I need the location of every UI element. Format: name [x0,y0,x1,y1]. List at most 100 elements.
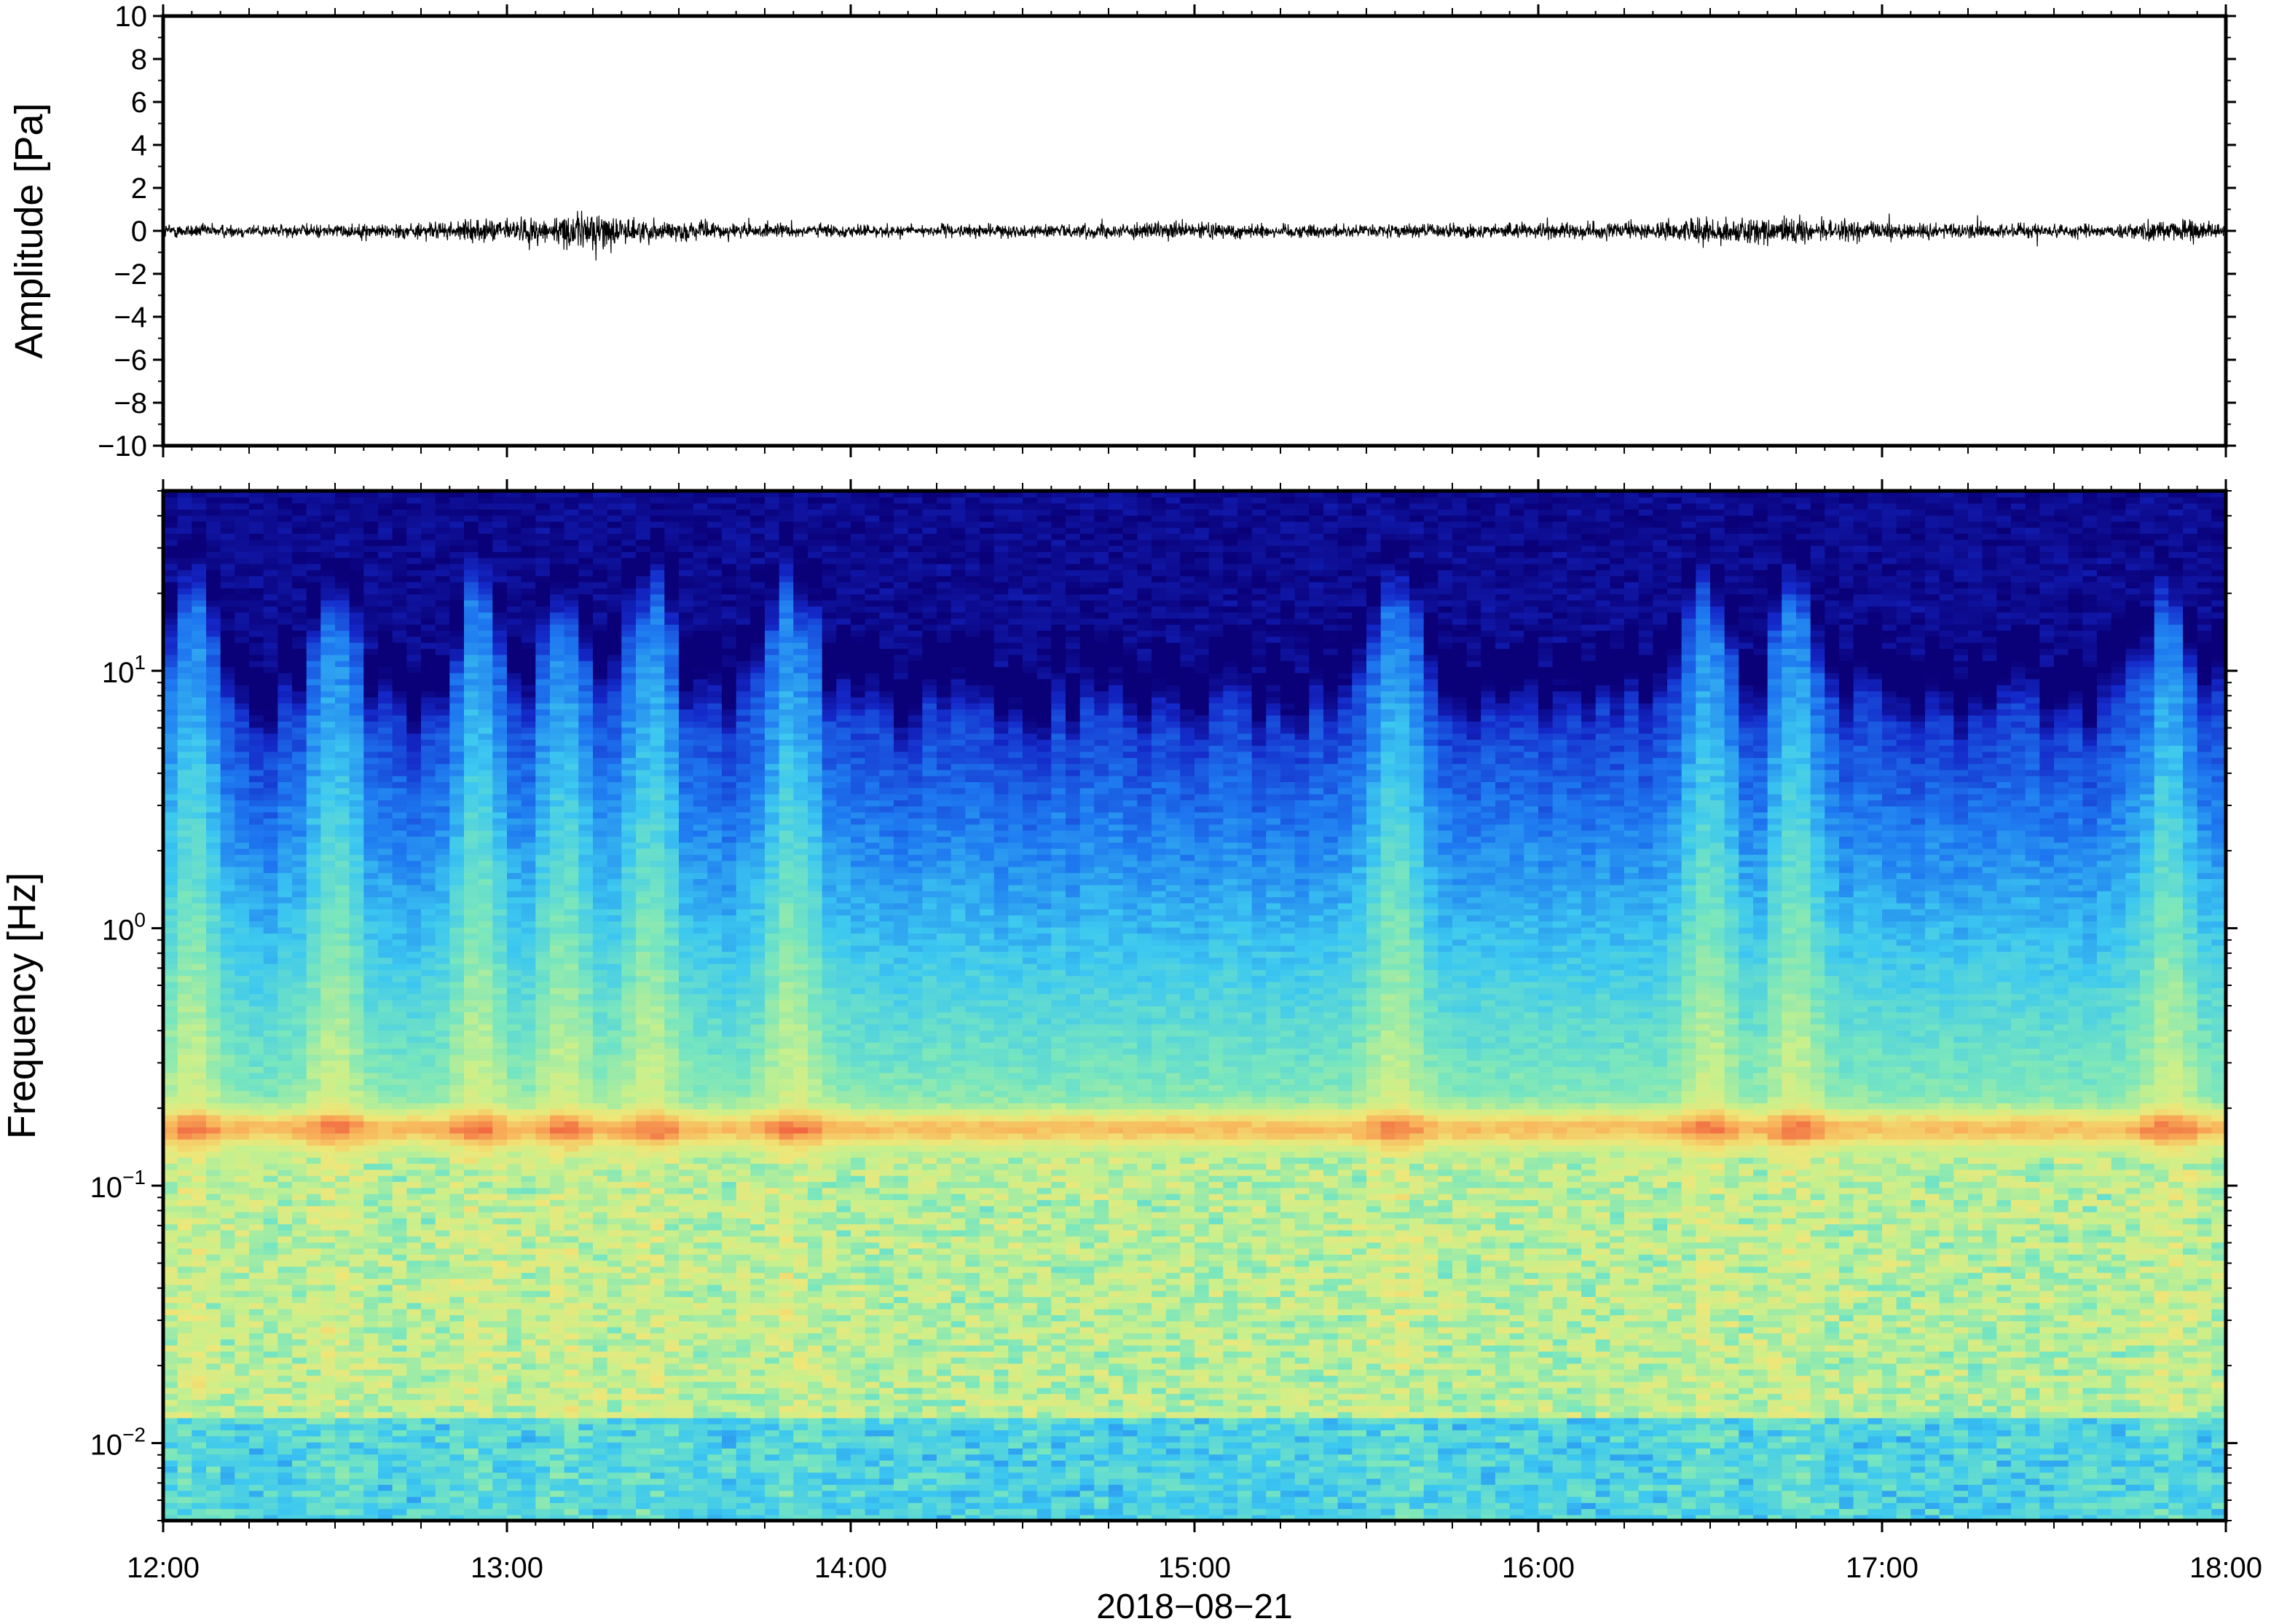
spectrogram-cell [235,842,250,848]
spectrogram-cell [507,1314,522,1321]
spectrogram-cell [464,1418,479,1424]
spectrogram-cell [350,812,365,819]
spectrogram-cell [221,1290,236,1297]
spectrogram-cell [235,624,250,631]
spectrogram-cell [178,854,193,861]
spectrogram-cell [320,1121,336,1127]
spectrogram-cell [421,988,436,994]
spectrogram-cell [307,697,322,703]
spectrogram-cell [507,927,522,934]
spectrogram-cell [206,612,221,618]
spectrogram-cell [464,733,479,740]
spectrogram-cell [436,515,451,521]
spectrogram-cell [550,515,565,521]
spectrogram-cell [464,818,479,824]
spectrogram-cell [479,896,494,903]
spectrogram-cell [436,1242,451,1248]
spectrogram-cell [307,1478,322,1485]
spectrogram-cell [264,848,279,855]
spectrogram-cell [378,1170,393,1176]
spectrogram-cell [350,1157,365,1164]
spectrogram-cell [192,975,207,982]
spectrogram-cell [206,1508,221,1515]
spectrogram-cell [350,648,365,655]
spectrogram-cell [221,551,236,558]
spectrogram-cell [192,1351,207,1357]
spectrogram-cell [206,933,221,939]
spectrogram-cell [178,781,193,788]
spectrogram-cell [436,1121,451,1127]
spectrogram-cell [320,872,336,879]
spectrogram-cell [507,575,522,582]
spectrogram-cell [307,624,322,631]
spectrogram-cell [278,618,293,625]
spectrogram-cell [292,606,307,612]
spectrogram-cell [479,1163,494,1170]
spectrogram-cell [206,600,221,607]
spectrogram-cell [479,951,494,958]
spectrogram-cell [192,642,207,649]
spectrogram-cell [479,1418,494,1424]
spectrogram-cell [521,1254,537,1261]
spectrogram-cell [192,1460,207,1467]
spectrogram-cell [492,1381,508,1388]
spectrogram-cell [320,1042,336,1049]
spectrogram-cell [535,794,551,800]
spectrogram-cell [521,1212,537,1218]
spectrogram-cell [350,1411,365,1418]
spectrogram-cell [436,1363,451,1370]
spectrogram-cell [449,1333,465,1339]
spectrogram-cell [406,1012,422,1018]
spectrogram-cell [535,927,551,934]
spectrogram-cell [449,630,465,636]
spectrogram-cell [206,921,221,928]
spectrogram-cell [307,763,322,770]
spectrogram-cell [535,1157,551,1164]
spectrogram-cell [292,709,307,715]
spectrogram-cell [320,824,336,831]
spectrogram-cell [363,1490,379,1497]
spectrogram-cell [249,1097,264,1103]
spectrogram-cell [521,1285,537,1291]
spectrogram-cell [363,503,379,510]
spectrogram-cell [192,752,207,758]
spectrogram-cell [292,515,307,521]
spectrogram-cell [278,1345,293,1352]
spectrogram-cell [421,569,436,576]
spectrogram-cell [221,527,236,534]
spectrogram-cell [393,1090,408,1097]
spectrogram-cell [221,1121,236,1127]
spectrogram-cell [393,794,408,800]
spectrogram-cell [178,848,193,855]
spectrogram-cell [350,1060,365,1067]
spectrogram-cell [436,1278,451,1285]
spectrogram-cell [206,1090,221,1097]
spectrogram-cell [550,1188,565,1194]
spectrogram-cell [535,509,551,516]
spectrogram-cell [178,921,193,928]
spectrogram-cell [406,1236,422,1242]
spectrogram-cell [492,1163,508,1170]
spectrogram-cell [292,1430,307,1436]
spectrogram-cell [449,600,465,607]
spectrogram-cell [550,1079,565,1085]
spectrogram-cell [378,1097,393,1103]
spectrogram-cell [464,1290,479,1297]
spectrogram-cell [249,975,264,982]
spectrogram-cell [320,1272,336,1279]
spectrogram-cell [163,1406,178,1412]
spectrogram-cell [163,721,178,728]
spectrogram-cell [264,1502,279,1509]
spectrogram-cell [278,781,293,788]
spectrogram-cell [535,588,551,594]
spectrogram-cell [307,885,322,891]
spectrogram-cell [163,697,178,703]
spectrogram-cell [307,1327,322,1333]
spectrogram-cell [406,497,422,503]
spectrogram-cell [249,1254,264,1261]
spectrogram-cell [436,891,451,897]
spectrogram-cell [320,1290,336,1297]
spectrogram-cell [235,1466,250,1473]
spectrogram-cell [550,1321,565,1328]
spectrogram-cell [449,921,465,928]
